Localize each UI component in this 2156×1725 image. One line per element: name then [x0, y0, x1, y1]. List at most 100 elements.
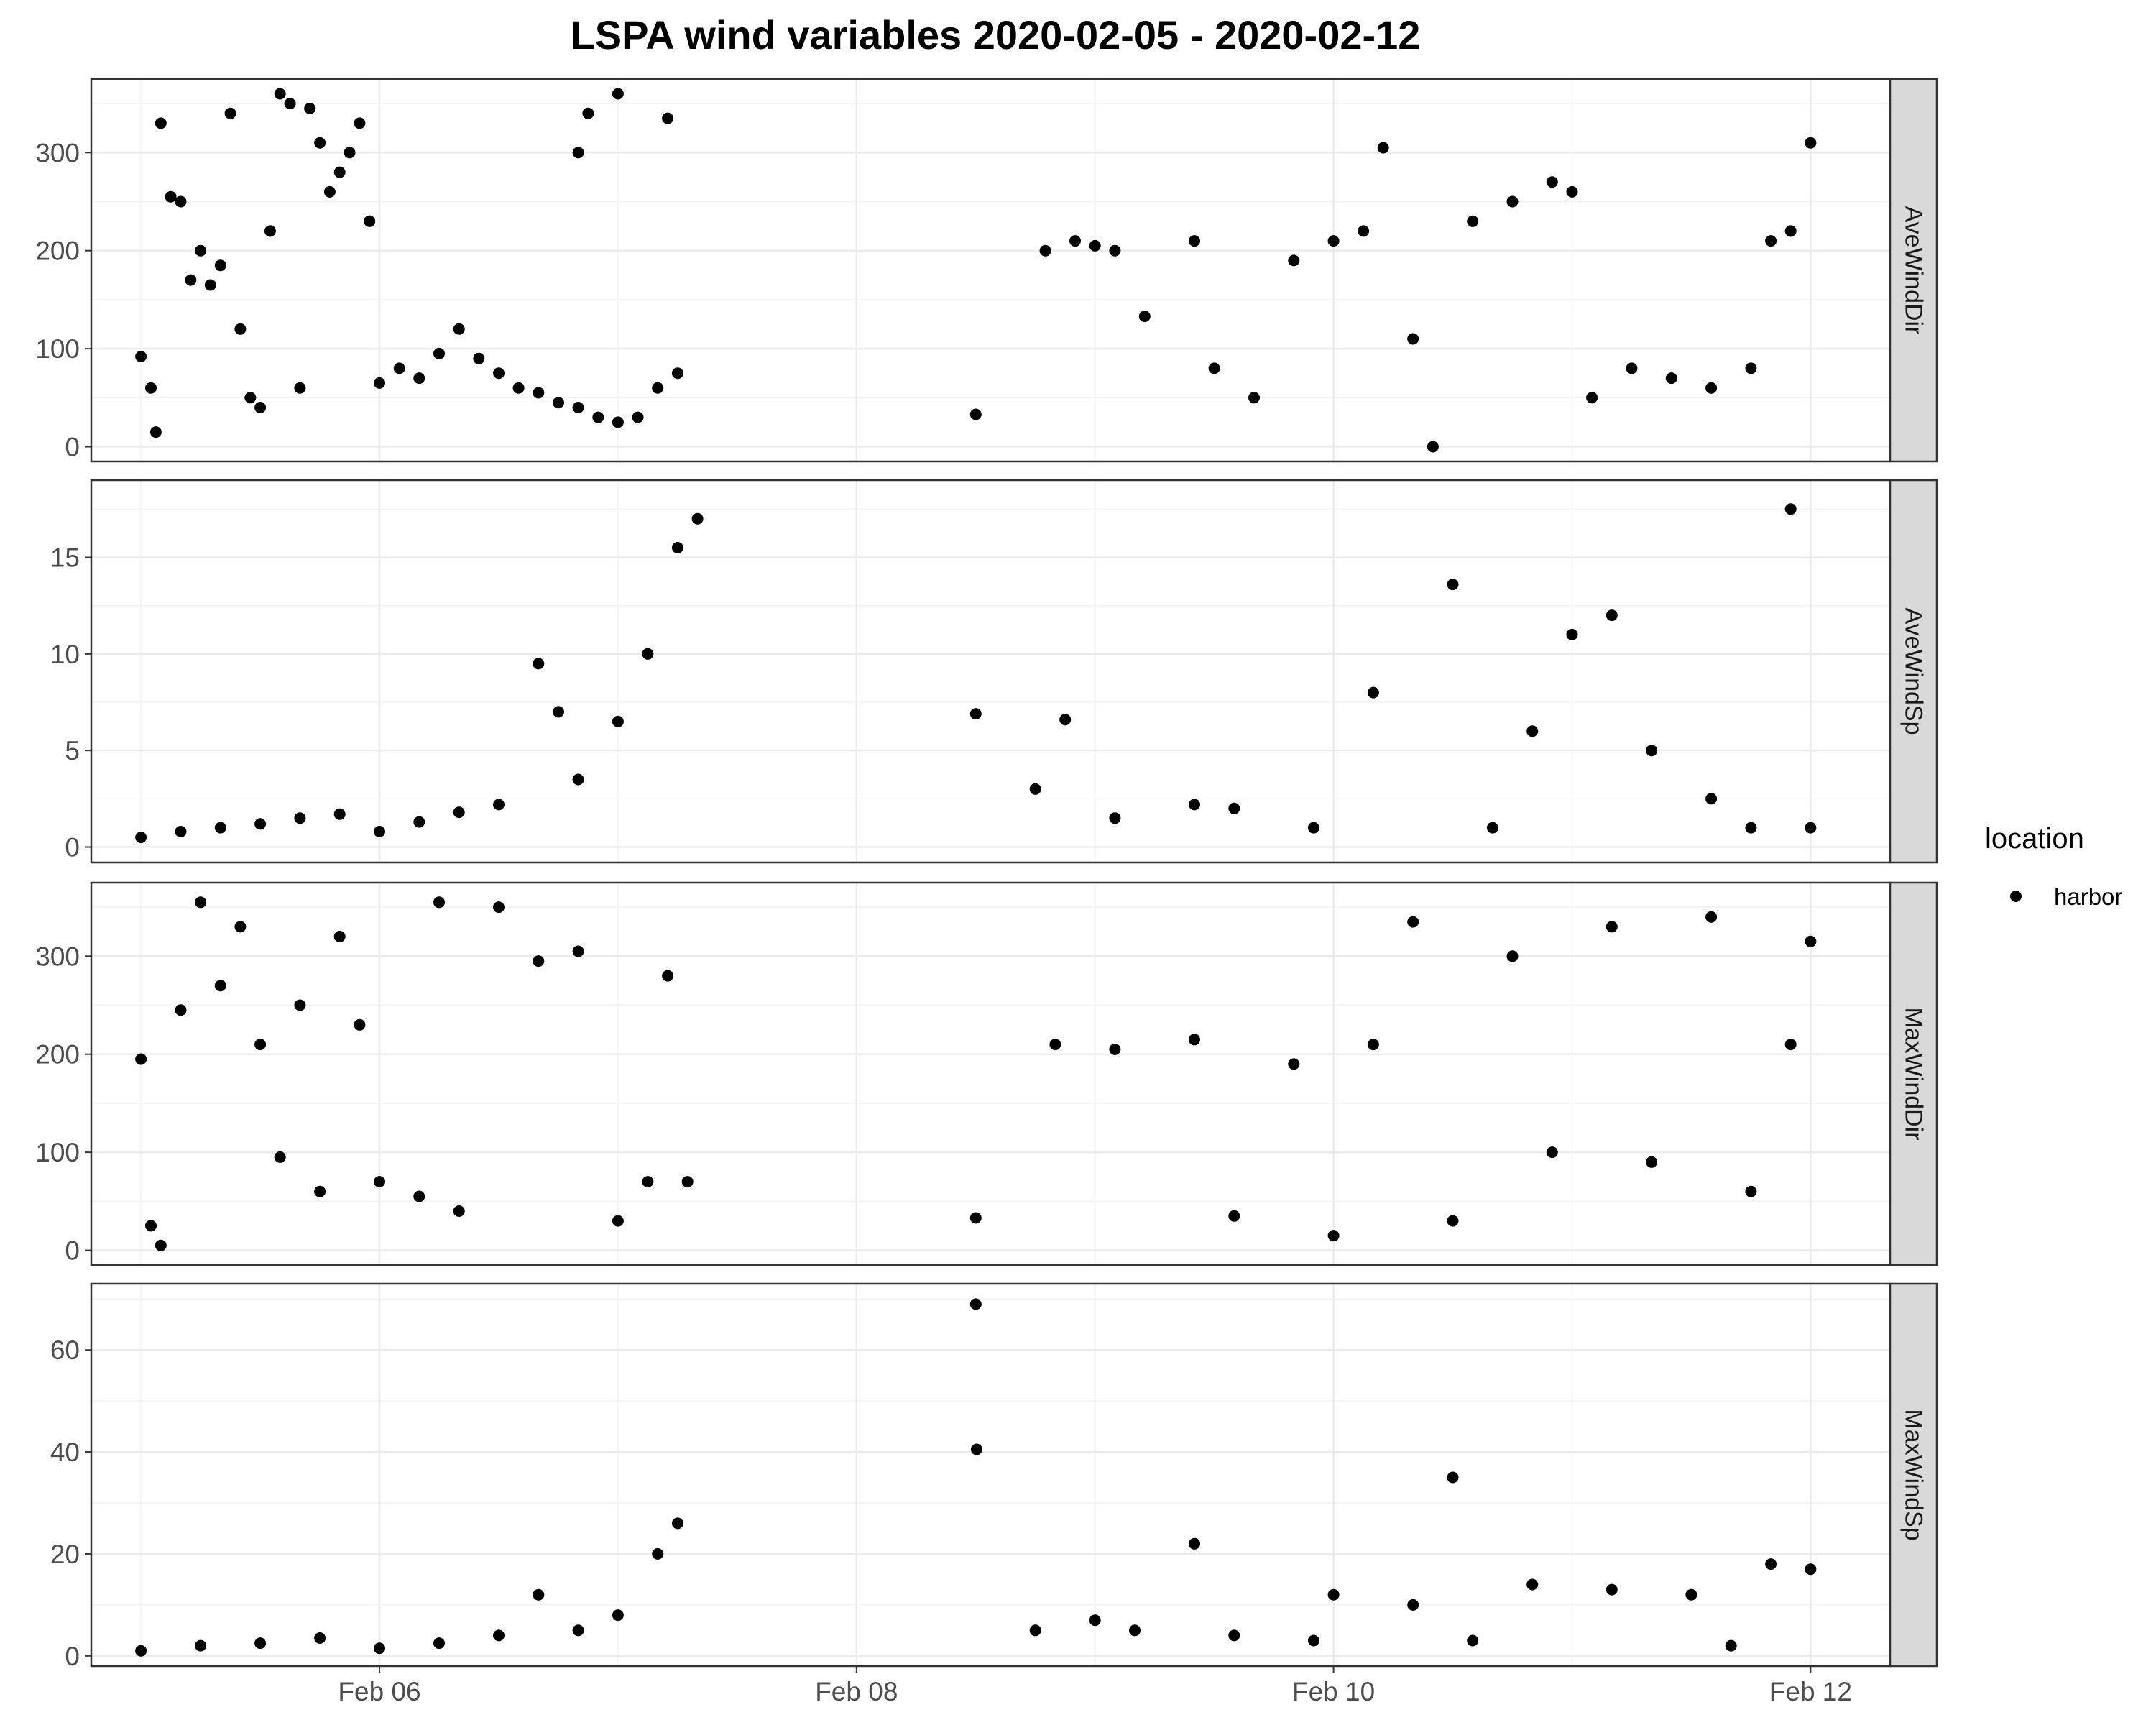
data-point — [572, 1624, 584, 1637]
y-tick-label: 300 — [35, 942, 80, 971]
y-tick-label: 100 — [35, 334, 80, 364]
data-point — [1805, 137, 1817, 149]
chart-title: LSPA wind variables 2020-02-05 - 2020-02… — [571, 12, 1421, 58]
facet-strip — [1889, 881, 1938, 1266]
data-point — [642, 1176, 654, 1188]
data-point — [1407, 916, 1419, 928]
data-point — [592, 411, 604, 423]
data-point — [1447, 1215, 1459, 1227]
x-tick-label: Feb 12 — [1769, 1677, 1852, 1706]
data-point — [135, 1053, 147, 1065]
y-tick-label: 60 — [50, 1335, 80, 1365]
facet-strip-label: MaxWindSp — [1900, 1409, 1927, 1540]
data-point — [1377, 142, 1389, 154]
data-point — [274, 1151, 286, 1163]
data-point — [254, 1039, 267, 1051]
data-point — [1805, 935, 1817, 947]
data-point — [612, 1215, 624, 1227]
x-axis: Feb 06 Feb 08 Feb 10 Feb 12 — [338, 1666, 1852, 1706]
data-point — [652, 1547, 664, 1560]
data-point — [1765, 1558, 1777, 1570]
data-point — [1546, 176, 1558, 188]
data-point — [1129, 1624, 1141, 1637]
data-point — [393, 362, 405, 374]
data-point — [1189, 1537, 1200, 1550]
data-point — [1626, 362, 1638, 374]
data-point — [1705, 911, 1718, 923]
data-point — [354, 1018, 366, 1031]
y-tick-label: 0 — [65, 833, 80, 862]
data-point — [553, 397, 564, 409]
data-point — [662, 970, 674, 982]
facet-strip-label: AveWindDir — [1900, 206, 1927, 335]
data-point — [969, 708, 982, 720]
data-point — [493, 901, 505, 914]
data-point — [254, 402, 267, 413]
legend-key-harbor — [2010, 891, 2022, 902]
data-point — [145, 382, 157, 394]
data-point — [1189, 799, 1200, 811]
data-point — [1089, 1614, 1101, 1627]
data-point — [533, 658, 545, 670]
data-point — [1208, 362, 1220, 374]
data-point — [413, 372, 425, 385]
data-point — [1447, 579, 1459, 591]
y-tick-label: 5 — [65, 736, 80, 765]
data-point — [1228, 1629, 1240, 1642]
data-point — [333, 166, 346, 178]
data-point — [314, 137, 326, 149]
data-point — [244, 392, 257, 404]
data-point — [1407, 1598, 1419, 1611]
data-point — [1506, 950, 1519, 962]
data-point — [612, 88, 624, 100]
data-point — [453, 1205, 465, 1217]
data-point — [1189, 1034, 1200, 1046]
data-point — [1606, 610, 1618, 622]
data-point — [274, 88, 286, 100]
data-point — [572, 773, 584, 786]
data-point — [155, 117, 167, 129]
data-point — [493, 799, 505, 811]
data-point — [165, 190, 177, 203]
y-tick-label: 10 — [50, 640, 80, 669]
data-point — [1109, 244, 1121, 257]
data-point — [1566, 185, 1578, 198]
data-point — [671, 542, 683, 553]
data-point — [1745, 822, 1757, 834]
data-point — [433, 896, 445, 908]
data-point — [453, 323, 465, 335]
data-point — [652, 382, 664, 394]
data-point — [1288, 1058, 1300, 1070]
data-point — [1805, 822, 1817, 834]
data-point — [671, 1517, 683, 1530]
panel-maxwinddir: 0 100 200 300 MaxWindDir — [35, 881, 1938, 1266]
data-point — [969, 408, 982, 420]
data-point — [135, 1644, 147, 1657]
y-tick-label: 0 — [65, 1642, 80, 1671]
y-tick-label: 200 — [35, 236, 80, 266]
data-point — [1566, 628, 1578, 640]
data-point — [681, 1176, 694, 1188]
data-point — [354, 117, 366, 129]
data-point — [413, 816, 425, 828]
data-point — [493, 1629, 505, 1642]
data-point — [264, 225, 276, 237]
legend-label-harbor: harbor — [2054, 883, 2122, 910]
data-point — [1784, 1039, 1797, 1051]
data-point — [1725, 1639, 1737, 1652]
data-point — [175, 1004, 187, 1016]
data-point — [1745, 362, 1757, 374]
x-tick-label: Feb 06 — [338, 1677, 420, 1706]
data-point — [1049, 1039, 1061, 1051]
data-point — [1228, 1210, 1240, 1222]
data-point — [433, 347, 445, 359]
data-point — [1288, 254, 1300, 267]
data-point — [1248, 392, 1260, 404]
panel-background — [91, 1284, 1890, 1666]
data-point — [1407, 333, 1419, 345]
data-point — [145, 1220, 157, 1232]
data-point — [195, 1639, 207, 1652]
data-point — [493, 367, 505, 380]
data-point — [691, 512, 704, 525]
x-tick-label: Feb 10 — [1292, 1677, 1375, 1706]
